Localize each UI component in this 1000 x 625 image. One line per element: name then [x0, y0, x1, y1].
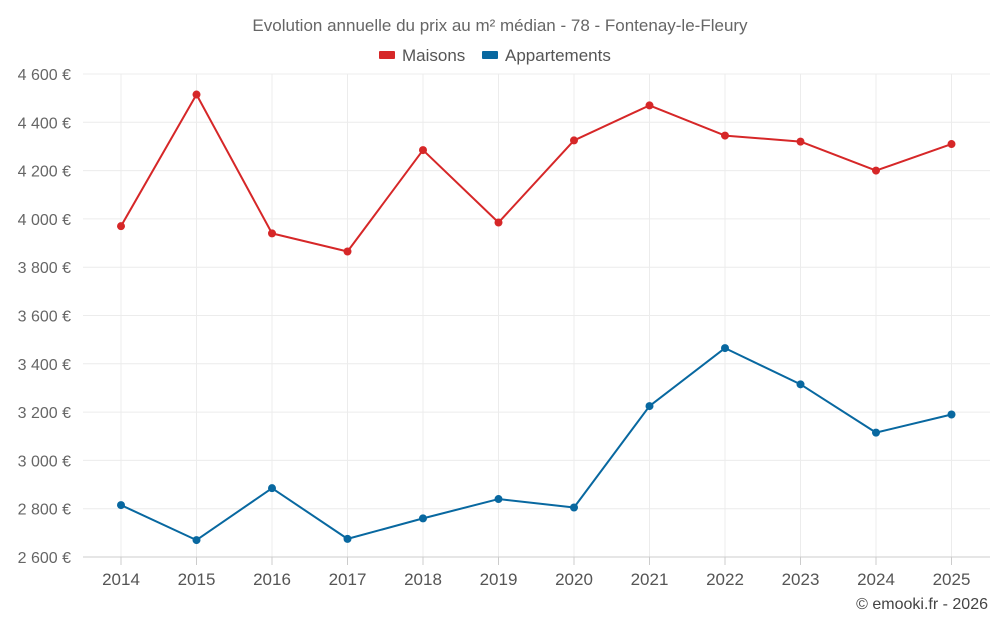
x-tick-label: 2015	[178, 570, 216, 589]
x-axis: 2014 2015 2016 2017 2018 2019 2020 2021 2022 2023…	[83, 556, 990, 589]
data-point-appartements-2017[interactable]	[343, 534, 352, 543]
data-point-maisons-2017[interactable]	[343, 247, 352, 256]
y-tick-label: 2 800 €	[18, 502, 71, 519]
data-point-maisons-2024[interactable]	[872, 166, 880, 175]
data-point-appartements-2014[interactable]	[117, 501, 125, 510]
x-tick-label: 2020	[555, 570, 593, 589]
x-tick-label: 2017	[329, 570, 367, 589]
x-tick-label: 2021	[631, 570, 669, 589]
y-tick-label: 3 400 €	[18, 357, 71, 374]
data-point-maisons-2020[interactable]	[570, 136, 578, 145]
data-point-appartements-2019[interactable]	[494, 495, 503, 504]
data-point-maisons-2018[interactable]	[419, 146, 427, 155]
y-tick-label: 3 600 €	[18, 309, 71, 326]
legend-label-appartements: Appartements	[505, 46, 611, 65]
x-tick-label: 2014	[102, 570, 140, 589]
legend-swatch-appartements	[482, 51, 498, 59]
legend-label-maisons: Maisons	[402, 46, 465, 65]
y-tick-label: 4 600 €	[18, 67, 71, 84]
series-appartements	[117, 344, 956, 545]
data-point-maisons-2015[interactable]	[192, 90, 201, 99]
y-axis: 2 600 € 2 800 € 3 000 € 3 200 € 3 400 € 3 600…	[18, 67, 71, 567]
y-tick-label: 3 800 €	[18, 260, 71, 277]
legend-item-appartements[interactable]: Appartements	[482, 46, 611, 65]
chart-title: Evolution annuelle du prix au m² médian …	[252, 16, 748, 35]
legend: Maisons Appartements	[379, 46, 611, 65]
data-point-maisons-2025[interactable]	[947, 140, 956, 149]
x-tick-label: 2018	[404, 570, 442, 589]
data-point-appartements-2018[interactable]	[419, 514, 427, 523]
x-tick-label: 2019	[480, 570, 518, 589]
data-point-appartements-2016[interactable]	[268, 484, 276, 493]
series-line-maisons	[120, 93, 952, 253]
x-tick-label: 2023	[782, 570, 820, 589]
series-lines	[117, 90, 956, 545]
data-point-maisons-2023[interactable]	[796, 137, 805, 146]
x-tick-label: 2025	[933, 570, 971, 589]
data-point-maisons-2016[interactable]	[268, 229, 276, 238]
y-tick-label: 3 000 €	[18, 453, 71, 470]
legend-item-maisons[interactable]: Maisons	[379, 46, 465, 65]
data-point-maisons-2022[interactable]	[721, 131, 729, 140]
x-tick-label: 2016	[253, 570, 291, 589]
data-point-appartements-2023[interactable]	[796, 380, 805, 389]
series-maisons	[117, 90, 956, 256]
y-tick-label: 4 200 €	[18, 164, 71, 181]
y-tick-label: 2 600 €	[18, 550, 71, 567]
data-point-maisons-2021[interactable]	[645, 101, 654, 110]
gridlines	[83, 73, 990, 558]
data-point-appartements-2020[interactable]	[570, 503, 578, 512]
data-point-maisons-2014[interactable]	[117, 222, 125, 231]
data-point-appartements-2021[interactable]	[645, 402, 654, 411]
y-tick-label: 4 400 €	[18, 115, 71, 132]
data-point-appartements-2022[interactable]	[721, 344, 729, 353]
data-point-appartements-2024[interactable]	[872, 428, 880, 437]
x-tick-label: 2024	[857, 570, 895, 589]
legend-swatch-maisons	[379, 51, 395, 59]
credit-text: © emooki.fr - 2026	[856, 596, 988, 613]
y-tick-label: 4 000 €	[18, 212, 71, 229]
data-point-appartements-2015[interactable]	[192, 536, 201, 545]
data-point-maisons-2019[interactable]	[494, 218, 503, 227]
x-tick-label: 2022	[706, 570, 744, 589]
data-point-appartements-2025[interactable]	[947, 410, 956, 419]
y-tick-label: 3 200 €	[18, 405, 71, 422]
series-line-appartements	[120, 347, 952, 542]
